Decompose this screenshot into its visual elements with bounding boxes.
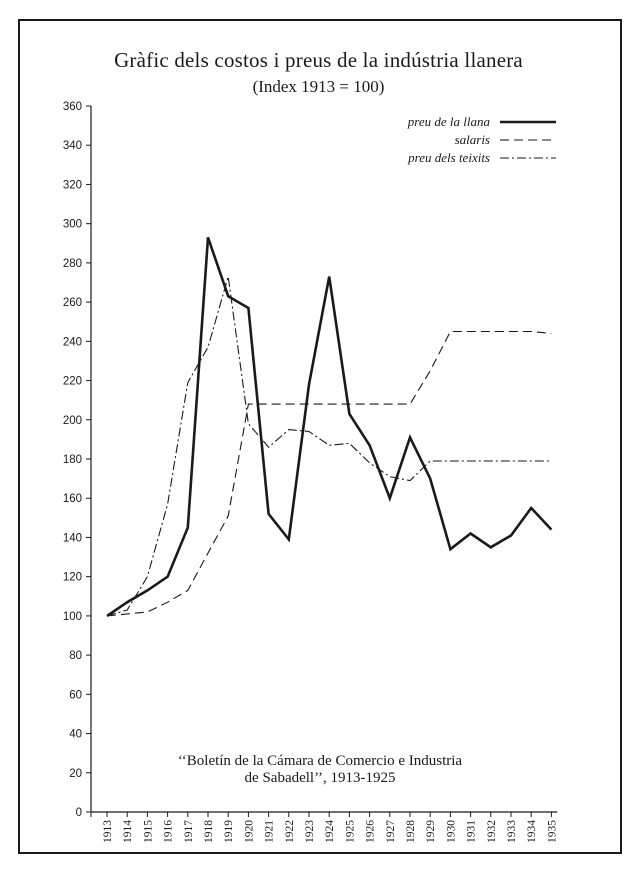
y-tick-label: 340 [63, 140, 82, 152]
series-line-3 [106, 276, 552, 617]
chart-subtitle: (Index 1913 = 100) [252, 77, 385, 96]
source-note: ‘‘Boletín de la Cámara de Comercio e Ind… [110, 753, 530, 787]
x-tick-label: 1917 [183, 820, 195, 843]
x-tick-label: 1918 [203, 820, 215, 843]
y-tick-label: 260 [63, 297, 82, 309]
x-tick-label: 1933 [506, 820, 518, 843]
legend-label: preu dels teixits [407, 150, 490, 165]
y-tick-label: 180 [63, 454, 82, 466]
x-tick-label: 1928 [405, 820, 417, 843]
y-tick-label: 140 [63, 532, 82, 544]
y-tick-label: 80 [69, 650, 82, 662]
x-tick-label: 1929 [425, 820, 437, 843]
x-tick-label: 1915 [142, 820, 154, 843]
y-tick-label: 300 [63, 219, 82, 231]
axes [90, 106, 558, 813]
y-tick-label: 60 [69, 689, 82, 701]
y-tick-label: 160 [63, 493, 82, 505]
x-tick-label: 1932 [486, 820, 498, 843]
y-tick-label: 240 [63, 336, 82, 348]
x-tick-label: 1923 [304, 820, 316, 843]
source-line-2: de Sabadell’’, 1913-1925 [244, 770, 396, 786]
x-tick-label: 1925 [344, 820, 356, 843]
chart-frame [18, 19, 622, 854]
y-tick-label: 320 [63, 179, 82, 191]
y-tick-label: 20 [69, 768, 82, 780]
x-tick-label: 1927 [385, 820, 397, 843]
x-tick-label: 1921 [264, 820, 276, 843]
x-tick-label: 1924 [324, 820, 336, 843]
y-axis-ticks: 0 20 40 60 80 100 120 140 160 180 200 220 240 260 280 3… [63, 101, 91, 819]
y-tick-label: 120 [63, 572, 82, 584]
x-axis-ticks: 1913 1914 1915 1916 1917 1918 1919 1920 1921 1922… [90, 812, 558, 843]
series-line-1 [106, 236, 553, 617]
series-lines [106, 236, 553, 617]
y-tick-label: 280 [63, 258, 82, 270]
x-tick-label: 1926 [365, 820, 377, 843]
source-line-1: ‘‘Boletín de la Cámara de Comercio e Ind… [177, 753, 463, 769]
y-tick-label: 100 [63, 611, 82, 623]
x-tick-label: 1930 [445, 820, 457, 843]
legend-label: salaris [455, 132, 490, 147]
chart-title: Gràfic dels costos i preus de la indústr… [114, 48, 523, 72]
y-tick-label: 220 [63, 376, 82, 388]
x-tick-label: 1914 [122, 820, 134, 843]
x-tick-label: 1913 [102, 820, 114, 843]
series-line-2 [106, 330, 552, 617]
x-tick-label: 1935 [546, 820, 558, 843]
y-tick-label: 0 [76, 807, 82, 819]
y-tick-label: 360 [63, 101, 82, 113]
y-tick-label: 200 [63, 415, 82, 427]
y-tick-label: 40 [69, 729, 82, 741]
x-tick-label: 1934 [526, 820, 538, 843]
x-tick-label: 1920 [243, 820, 255, 843]
legend: preu de la llana salaris preu dels teixits [407, 114, 556, 165]
x-tick-label: 1931 [466, 820, 478, 843]
x-tick-label: 1922 [284, 820, 296, 843]
x-tick-label: 1916 [163, 820, 175, 843]
legend-label: preu de la llana [407, 114, 491, 129]
x-tick-label: 1919 [223, 820, 235, 843]
